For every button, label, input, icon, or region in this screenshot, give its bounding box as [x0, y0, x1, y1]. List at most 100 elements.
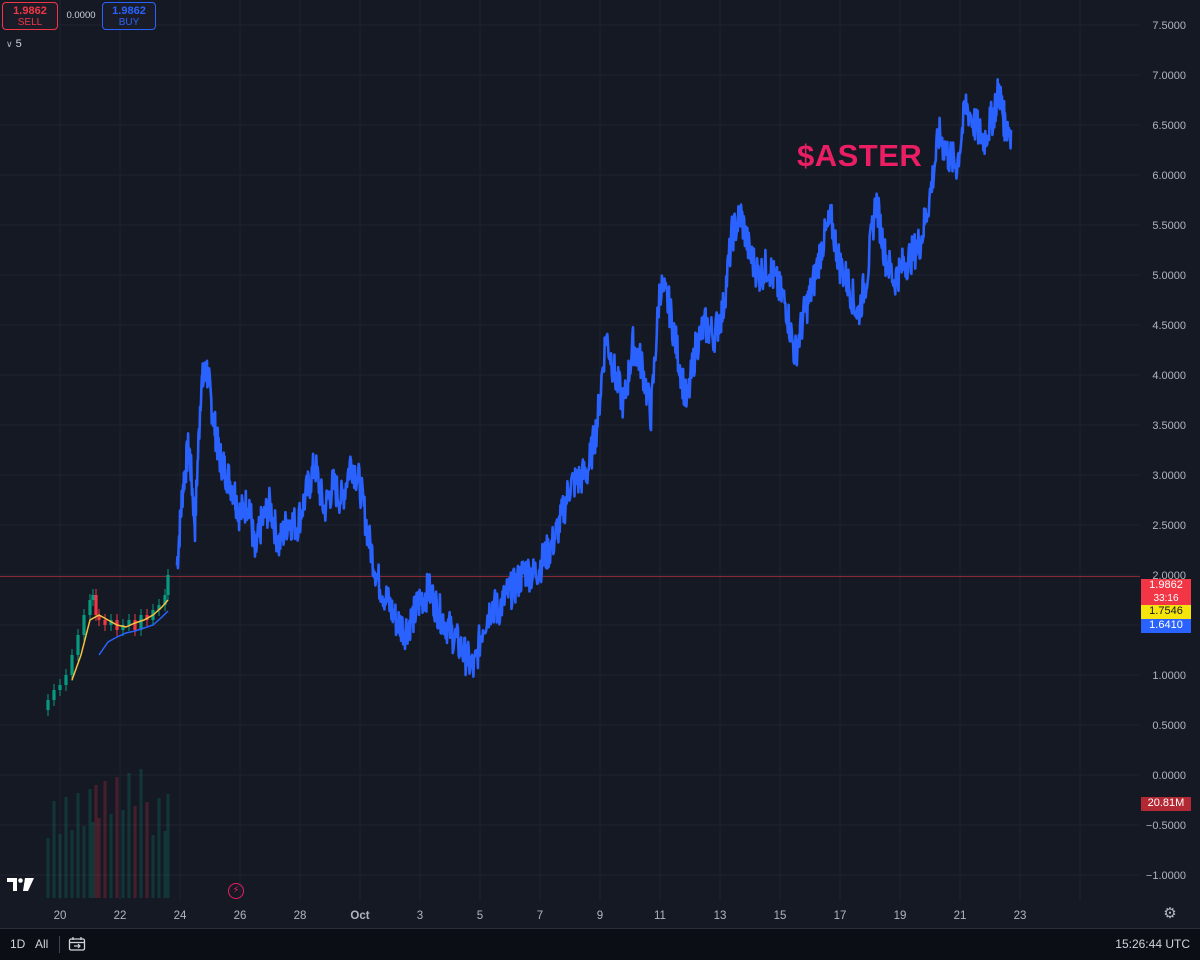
x-tick-label: 13 [714, 910, 727, 922]
y-tick-label: 5.5000 [1152, 220, 1186, 232]
y-tick-label: 0.5000 [1152, 720, 1186, 732]
x-tick-label: 21 [954, 910, 967, 922]
y-tick-label: 1.0000 [1152, 670, 1186, 682]
candle-body [127, 620, 131, 625]
volume-bar [82, 826, 86, 898]
candle-body [133, 620, 137, 630]
volume-bar [64, 797, 68, 898]
candle-body [91, 595, 95, 600]
flash-icon[interactable]: ⚡ [228, 883, 244, 899]
last-price-value: 1.9862 [1149, 579, 1183, 591]
volume-bars [46, 769, 170, 898]
x-tick-label: 26 [234, 910, 247, 922]
compare-icon[interactable] [68, 936, 86, 952]
x-tick-label: 9 [597, 910, 603, 922]
volume-bar [70, 830, 74, 898]
y-tick-label: −1.0000 [1146, 870, 1186, 882]
y-tick-label: 3.5000 [1152, 420, 1186, 432]
x-tick-label: 15 [774, 910, 787, 922]
price-chart[interactable]: 7.5000 7.0000 6.5000 6.0000 5.5000 5.0000 4.50… [0, 0, 1200, 928]
x-tick-label: 19 [894, 910, 907, 922]
volume-bar [46, 838, 50, 898]
utc-clock: 15:26:44 UTC [1115, 937, 1190, 951]
volume-bar [127, 773, 131, 898]
volume-bar [94, 785, 98, 898]
gear-icon[interactable]: ⚙ [1163, 905, 1177, 922]
x-tick-label: 17 [834, 910, 847, 922]
volume-bar [133, 806, 137, 898]
y-tick-label: 5.0000 [1152, 270, 1186, 282]
volume-bar [145, 802, 149, 898]
sell-price: 1.9862 [13, 5, 47, 17]
candle-body [166, 575, 170, 595]
symbol-annotation: $ASTER [797, 138, 923, 173]
volume-bar [52, 801, 56, 898]
sell-button[interactable]: 1.9862 SELL [2, 2, 58, 30]
y-tick-label: 7.0000 [1152, 70, 1186, 82]
volume-bar [121, 810, 125, 898]
x-tick-label: 11 [654, 910, 666, 922]
y-tick-label: 6.0000 [1152, 170, 1186, 182]
x-tick-label: 24 [174, 910, 187, 922]
volume-bar [97, 818, 101, 898]
volume-bar [139, 769, 143, 898]
volume-bar [109, 814, 113, 898]
x-tick-label: 28 [294, 910, 307, 922]
volume-tag: 20.81M [1141, 797, 1191, 811]
spread-value: 0.0000 [66, 10, 96, 21]
indicators-count: 5 [15, 38, 22, 50]
toolbar-divider [59, 936, 60, 953]
volume-bar [163, 831, 167, 898]
candle-body [58, 685, 62, 690]
x-tick-label: 23 [1014, 910, 1027, 922]
candle-body [88, 600, 92, 615]
last-price-tag: 1.9862 33:16 [1141, 579, 1191, 605]
x-tick-label: 22 [114, 910, 127, 922]
y-tick-label: 2.5000 [1152, 520, 1186, 532]
sell-label: SELL [17, 17, 43, 28]
y-tick-label: 6.5000 [1152, 120, 1186, 132]
range-all-button[interactable]: All [35, 937, 49, 951]
chart-grid [0, 0, 1140, 900]
volume-bar [115, 777, 119, 898]
ma-blue-tag: 1.6410 [1141, 619, 1191, 633]
volume-bar [88, 789, 92, 898]
price-axis[interactable]: 7.5000 7.0000 6.5000 6.0000 5.5000 5.0000 4.50… [1146, 20, 1186, 882]
time-axis[interactable]: 20 22 24 26 28 Oct 3 5 7 9 11 13 15 17 19 21 23 [54, 910, 1027, 922]
x-tick-label: 20 [54, 910, 67, 922]
moving-average-line [98, 610, 169, 656]
candle-body [97, 615, 101, 620]
volume-bar [76, 793, 80, 898]
candle-body [121, 625, 125, 630]
y-tick-label: 4.5000 [1152, 320, 1186, 332]
buy-label: BUY [118, 17, 140, 28]
timeframe-1d-button[interactable]: 1D [10, 937, 26, 951]
candle-body [103, 620, 107, 625]
candle-body [94, 595, 98, 615]
moving-average-line [71, 599, 169, 681]
y-tick-label: 0.0000 [1152, 770, 1186, 782]
buy-button[interactable]: 1.9862 BUY [102, 2, 156, 30]
y-tick-label: −0.5000 [1146, 820, 1186, 832]
candle-body [157, 605, 161, 610]
candle-body [64, 675, 68, 685]
chart-series [46, 78, 1013, 716]
volume-bar [58, 834, 62, 898]
price-series-line [175, 78, 1013, 678]
candle-body [70, 655, 74, 675]
ma-yellow-tag: 1.7546 [1141, 605, 1191, 619]
candle-body [139, 615, 143, 630]
y-tick-label: 3.0000 [1152, 470, 1186, 482]
x-tick-label: 3 [417, 910, 423, 922]
x-tick-label: 7 [537, 910, 543, 922]
candle-body [46, 700, 50, 710]
x-tick-label: 5 [477, 910, 483, 922]
candle-body [82, 615, 86, 635]
x-tick-label: Oct [350, 910, 369, 922]
candle-body [163, 595, 167, 605]
indicators-toggle[interactable]: ∨ 5 [6, 38, 22, 50]
tradingview-logo-icon[interactable] [6, 876, 36, 892]
volume-bar [151, 835, 155, 898]
chevron-down-icon: ∨ [6, 39, 13, 49]
candle-countdown: 33:16 [1153, 593, 1179, 604]
